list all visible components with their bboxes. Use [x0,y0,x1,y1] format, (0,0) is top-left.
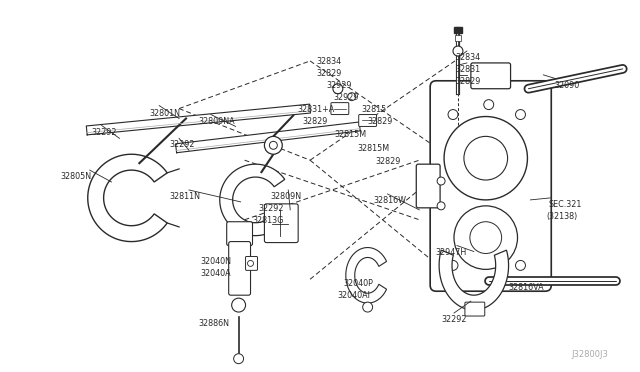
Circle shape [453,46,463,56]
Text: 32813G: 32813G [253,216,284,225]
Circle shape [464,137,508,180]
Circle shape [516,110,525,119]
Text: 32815M: 32815M [358,144,390,153]
Circle shape [363,302,372,312]
Text: 32040AI: 32040AI [338,291,371,300]
FancyBboxPatch shape [331,103,349,115]
Text: 32829: 32829 [316,69,341,78]
Polygon shape [439,250,509,310]
Circle shape [470,222,502,253]
Text: 32801N: 32801N [149,109,180,118]
Circle shape [448,260,458,270]
Text: 32292: 32292 [259,204,284,213]
Text: 32929: 32929 [334,93,360,102]
Text: 32292: 32292 [169,140,195,149]
FancyBboxPatch shape [246,256,257,270]
Circle shape [437,202,445,210]
Bar [455,35,461,41]
Text: SEC.321: SEC.321 [548,200,582,209]
Text: 32040A: 32040A [201,269,232,278]
Text: 32809N: 32809N [270,192,301,201]
Text: 32829: 32829 [455,77,481,86]
FancyBboxPatch shape [358,115,376,126]
Circle shape [269,141,277,149]
Text: 32886N: 32886N [199,319,230,328]
Text: (32138): (32138) [547,212,577,221]
Text: J32800J3: J32800J3 [571,350,608,359]
FancyBboxPatch shape [430,81,551,291]
Polygon shape [86,104,310,135]
Circle shape [484,100,493,110]
FancyBboxPatch shape [228,241,250,295]
Text: 32815M: 32815M [335,131,367,140]
Text: 32816W: 32816W [374,196,406,205]
Circle shape [234,354,244,364]
Text: 32929: 32929 [326,81,351,90]
Text: 32829: 32829 [302,116,328,125]
Bar [454,27,462,33]
Circle shape [264,137,282,154]
Text: 32040N: 32040N [201,257,232,266]
Circle shape [232,298,246,312]
Text: 32834: 32834 [316,57,341,66]
Text: 32831: 32831 [455,65,480,74]
Text: 32040P: 32040P [344,279,374,288]
Polygon shape [175,122,360,153]
Text: 32805N: 32805N [60,172,91,181]
Circle shape [448,110,458,119]
Text: 32834: 32834 [455,53,480,62]
Text: 32829: 32829 [367,116,393,125]
Polygon shape [346,247,387,303]
Text: 32811N: 32811N [169,192,200,201]
Circle shape [444,116,527,200]
Text: 32947H: 32947H [435,247,467,257]
Text: 32831+A: 32831+A [297,105,335,113]
Text: 32815: 32815 [362,105,387,113]
FancyBboxPatch shape [416,164,440,208]
FancyBboxPatch shape [471,63,511,89]
Text: 32292: 32292 [441,315,467,324]
Text: 32829: 32829 [376,157,401,166]
Text: 32809NA: 32809NA [199,116,236,125]
Circle shape [516,260,525,270]
Text: 32816VA: 32816VA [509,283,544,292]
FancyBboxPatch shape [264,204,298,243]
Circle shape [248,260,253,266]
FancyBboxPatch shape [465,302,484,316]
Circle shape [437,177,445,185]
FancyBboxPatch shape [227,222,253,246]
Circle shape [348,93,356,101]
Text: 32090: 32090 [554,81,579,90]
Circle shape [333,84,343,94]
Polygon shape [220,164,285,235]
Circle shape [454,206,518,269]
Polygon shape [88,154,167,241]
Text: 32292: 32292 [92,128,117,137]
